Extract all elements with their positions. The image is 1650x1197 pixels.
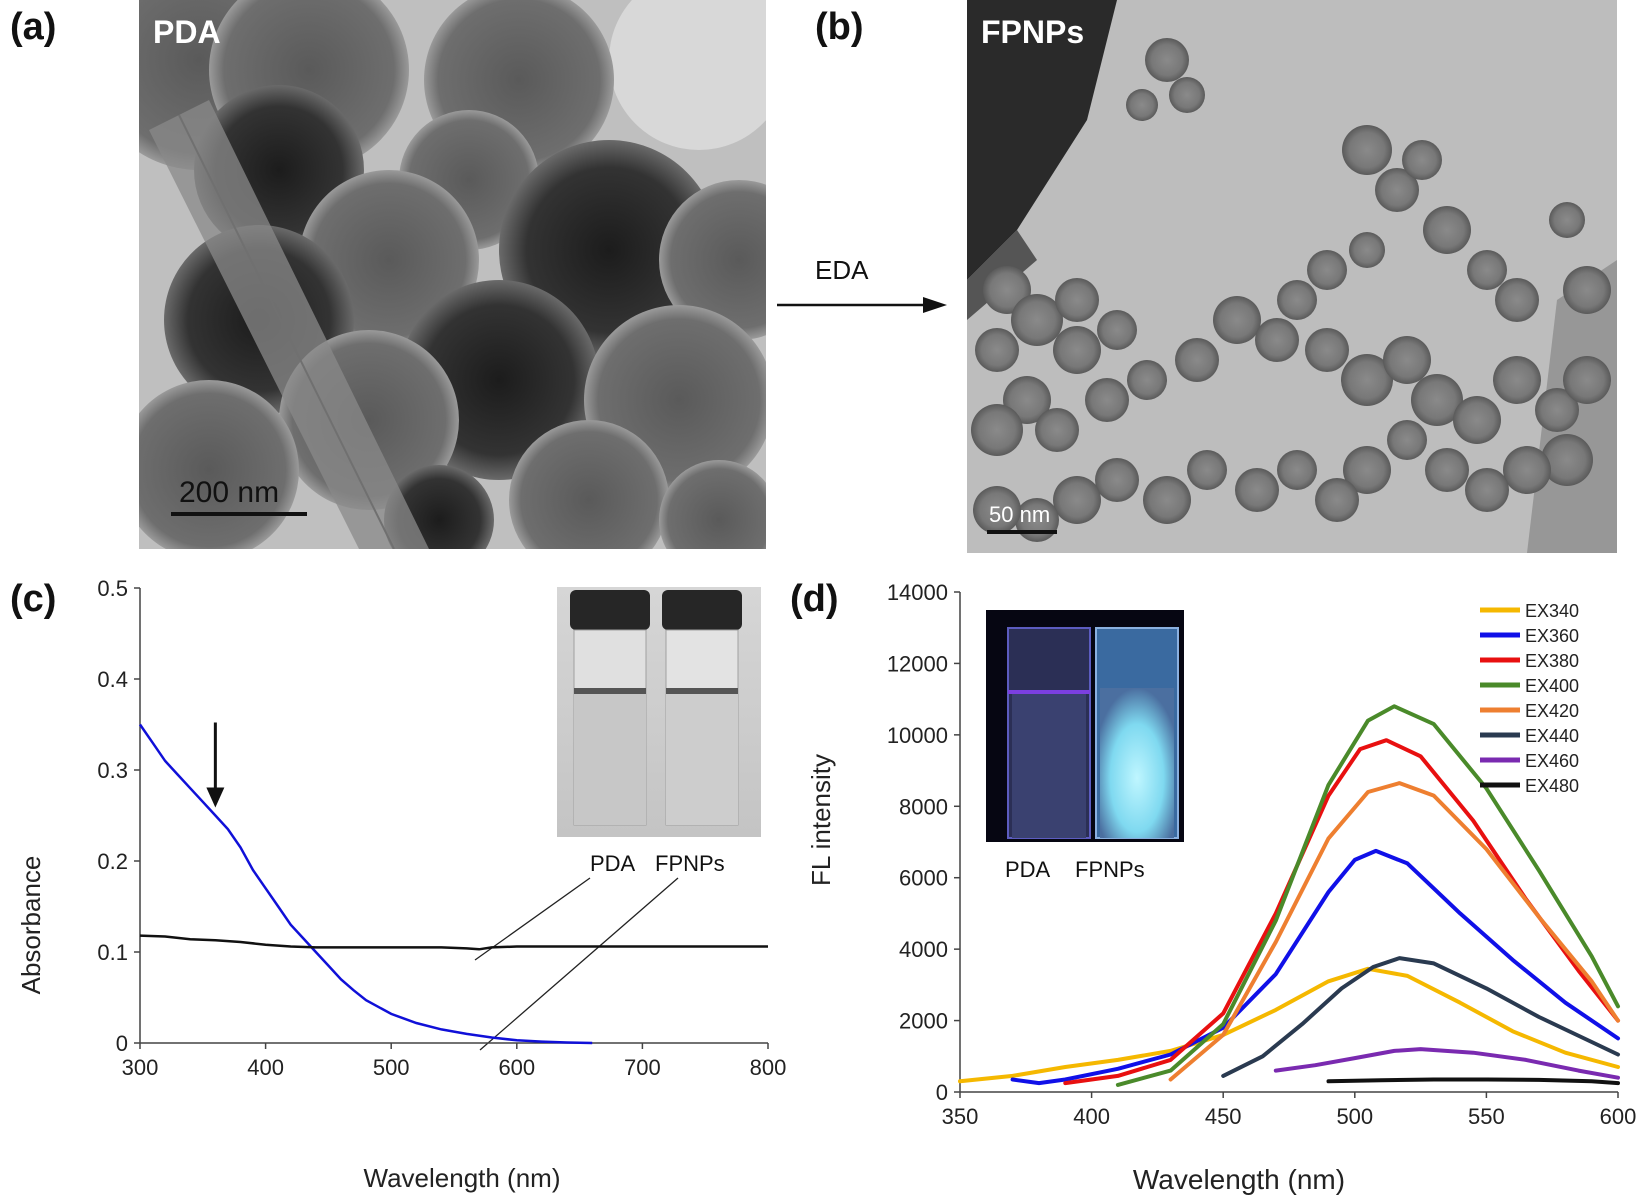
chart-c-ytick-label: 0 bbox=[116, 1031, 128, 1056]
tem-pda-label: PDA bbox=[153, 14, 221, 50]
chart-d-ytick-label: 14000 bbox=[887, 580, 948, 605]
tem-image-fpnps: FPNPs 50 nm bbox=[967, 0, 1617, 553]
tem-fpnps-scale-label: 50 nm bbox=[989, 502, 1051, 527]
series-ex480 bbox=[1326, 1077, 1620, 1086]
series-ex440 bbox=[1221, 956, 1620, 1078]
legend-label-ex440: EX440 bbox=[1525, 726, 1579, 746]
tem-image-pda: PDA 200 nm bbox=[139, 0, 766, 549]
tem-pda-scale-label: 200 nm bbox=[179, 476, 280, 509]
inset-photo-vials bbox=[557, 587, 761, 837]
chart-c-ytick-label: 0.3 bbox=[97, 758, 128, 783]
inset-d-label-fpnps: FPNPs bbox=[1075, 857, 1145, 882]
tem-fpnps-label: FPNPs bbox=[981, 14, 1085, 50]
chart-d-xtick-label: 400 bbox=[1073, 1104, 1110, 1129]
chart-c-xlabel: Wavelength (nm) bbox=[364, 1163, 561, 1193]
tem-pda-scale-bar bbox=[171, 512, 307, 516]
chart-c-ytick-label: 0.1 bbox=[97, 940, 128, 965]
legend-label-ex340: EX340 bbox=[1525, 601, 1579, 621]
chart-d-ytick-label: 10000 bbox=[887, 723, 948, 748]
chart-d-xlabel: Wavelength (nm) bbox=[1133, 1164, 1345, 1195]
legend-label-ex360: EX360 bbox=[1525, 626, 1579, 646]
chart-c-ylabel: Absorbance bbox=[16, 856, 46, 995]
absorbance-fpnps-line bbox=[138, 723, 593, 1045]
tem-pda-texture bbox=[139, 0, 766, 549]
chart-c-ytick-label: 0.2 bbox=[97, 849, 128, 874]
chart-d-ytick-label: 0 bbox=[936, 1080, 948, 1105]
chart-d-xtick-label: 550 bbox=[1468, 1104, 1505, 1129]
tem-fpnps-texture bbox=[967, 0, 1617, 553]
panel-label-d: (d) bbox=[790, 578, 839, 620]
legend-label-ex480: EX480 bbox=[1525, 776, 1579, 796]
panel-label-a: (a) bbox=[10, 6, 57, 48]
series-ex420 bbox=[1168, 781, 1620, 1082]
chart-d-xtick-label: 350 bbox=[942, 1104, 979, 1129]
chart-d-ytick-label: 2000 bbox=[899, 1009, 948, 1034]
chart-c-xtick-label: 300 bbox=[122, 1055, 159, 1080]
chart-d-xtick-label: 450 bbox=[1205, 1104, 1242, 1129]
series-ex360 bbox=[1010, 848, 1620, 1086]
chart-d-ylabel: FL intensity bbox=[806, 754, 836, 886]
chart-c-xtick-label: 400 bbox=[247, 1055, 284, 1080]
chart-d-xtick-label: 500 bbox=[1336, 1104, 1373, 1129]
series-ex340 bbox=[958, 966, 1620, 1084]
chart-d-ytick-label: 12000 bbox=[887, 651, 948, 676]
inset-c-leader-fpnps bbox=[479, 877, 679, 1051]
chart-d-xtick-label: 600 bbox=[1600, 1104, 1637, 1129]
chart-c-xtick-label: 500 bbox=[373, 1055, 410, 1080]
reaction-arrow bbox=[777, 297, 947, 313]
panel-label-b: (b) bbox=[815, 6, 864, 48]
inset-c-label-pda: PDA bbox=[590, 851, 636, 876]
series-ex460 bbox=[1273, 1047, 1620, 1080]
eda-label: EDA bbox=[815, 255, 869, 285]
absorbance-chart: PDA FPNPs 300 400 500 600 700 800 0 0.1 0.2 0.3 0.… bbox=[16, 580, 787, 1193]
chart-d-ytick-label: 6000 bbox=[899, 866, 948, 891]
chart-d-ytick-label: 4000 bbox=[899, 937, 948, 962]
legend-label-ex420: EX420 bbox=[1525, 701, 1579, 721]
legend-label-ex400: EX400 bbox=[1525, 676, 1579, 696]
inset-c-label-fpnps: FPNPs bbox=[655, 851, 725, 876]
panel-label-c: (c) bbox=[10, 578, 57, 620]
shoulder-arrow-head bbox=[206, 787, 225, 808]
tem-fpnps-scale-bar bbox=[987, 530, 1057, 534]
inset-photo-uv-vials bbox=[986, 610, 1184, 842]
chart-c-ytick-label: 0.4 bbox=[97, 667, 128, 692]
chart-c-ytick-label: 0.5 bbox=[97, 580, 128, 601]
legend-label-ex380: EX380 bbox=[1525, 651, 1579, 671]
absorbance-pda-line bbox=[139, 934, 768, 951]
legend-label-ex460: EX460 bbox=[1525, 751, 1579, 771]
chart-c-xtick-label: 800 bbox=[750, 1055, 787, 1080]
inset-d-label-pda: PDA bbox=[1005, 857, 1051, 882]
series-ex400 bbox=[1115, 704, 1620, 1087]
chart-d-ytick-label: 8000 bbox=[899, 794, 948, 819]
fluorescence-chart: PDA FPNPs 350 400 450 500 550 600020004000600… bbox=[806, 580, 1637, 1195]
chart-c-xtick-label: 600 bbox=[498, 1055, 535, 1080]
chart-c-xtick-label: 700 bbox=[624, 1055, 661, 1080]
